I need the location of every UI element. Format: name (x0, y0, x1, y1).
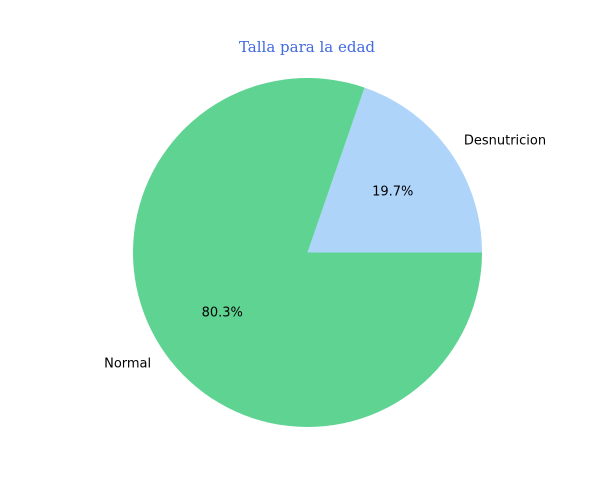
pct-label-normal: 80.3% (202, 306, 243, 321)
pie-slice-normal (133, 78, 483, 427)
pie-labels: Desnutricion 19.7% Normal 80.3% (104, 134, 546, 372)
chart-title: Talla para la edad (239, 38, 375, 56)
pct-label-desnutricion: 19.7% (372, 184, 413, 199)
slice-label-desnutricion: Desnutricion (464, 134, 546, 149)
slice-label-normal: Normal (104, 356, 151, 371)
pie-slices (133, 78, 483, 427)
pie-slice-desnutricion (307, 87, 482, 253)
